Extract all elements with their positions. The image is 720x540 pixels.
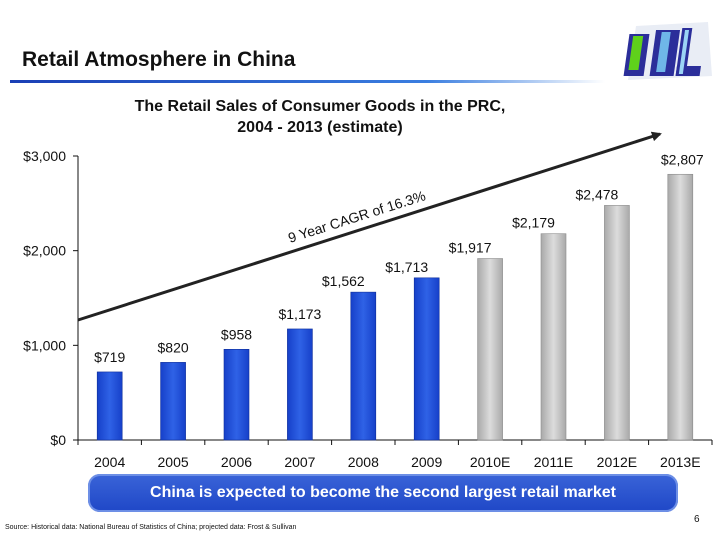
value-label-2005: $820 (158, 339, 189, 355)
cagr-trend-arrow (77, 131, 662, 322)
x-tick-label-2012E: 2012E (597, 454, 637, 470)
y-tick-label: $3,000 (23, 148, 66, 164)
value-label-2006: $958 (221, 326, 252, 342)
source-note: Source: Historical data: National Bureau… (5, 524, 297, 531)
slide-title: Retail Atmosphere in China (22, 48, 296, 71)
value-label-2011E: $2,179 (512, 215, 555, 231)
x-tick-label-2004: 2004 (94, 454, 125, 470)
key-message-banner: China is expected to become the second l… (88, 474, 678, 512)
x-tick-label-2006: 2006 (221, 454, 252, 470)
value-label-2007: $1,173 (278, 306, 321, 322)
bar-2009 (413, 277, 440, 441)
banner-text: China is expected to become the second l… (150, 484, 616, 501)
x-tick-label-2009: 2009 (411, 454, 442, 470)
y-tick-label: $2,000 (23, 243, 66, 259)
chart-title-line-2: 2004 - 2013 (estimate) (237, 119, 403, 136)
value-label-2010E: $1,917 (449, 240, 492, 256)
bar-2004 (96, 371, 123, 441)
bar-2011E (540, 233, 567, 441)
x-tick-label-2008: 2008 (348, 454, 379, 470)
x-tick-label-2005: 2005 (158, 454, 189, 470)
x-tick-label-2007: 2007 (284, 454, 315, 470)
chart-title-line-1: The Retail Sales of Consumer Goods in th… (134, 98, 506, 115)
company-logo (623, 22, 712, 80)
title-rule (10, 80, 605, 83)
y-tick-label: $1,000 (23, 337, 66, 353)
page-number: 6 (694, 514, 700, 525)
x-tick-label-2011E: 2011E (534, 454, 573, 470)
bar-2006 (223, 349, 250, 441)
chart-title: The Retail Sales of Consumer Goods in th… (80, 96, 560, 138)
bar-2012E (604, 205, 630, 441)
value-label-2004: $719 (94, 349, 125, 365)
bar-2007 (287, 328, 313, 441)
y-tick-label: $0 (50, 432, 66, 448)
value-label-2008: $1,562 (322, 273, 365, 289)
value-label-2013E: $2,807 (661, 151, 704, 167)
value-label-2009: $1,713 (385, 259, 428, 275)
value-label-2012E: $2,478 (575, 186, 618, 202)
bar-2013E (667, 173, 694, 441)
bar-2008 (350, 291, 377, 441)
x-tick-label-2013E: 2013E (660, 454, 700, 470)
bar-2005 (160, 362, 186, 441)
bar-2010E (477, 258, 503, 441)
x-tick-label-2010E: 2010E (470, 454, 510, 470)
